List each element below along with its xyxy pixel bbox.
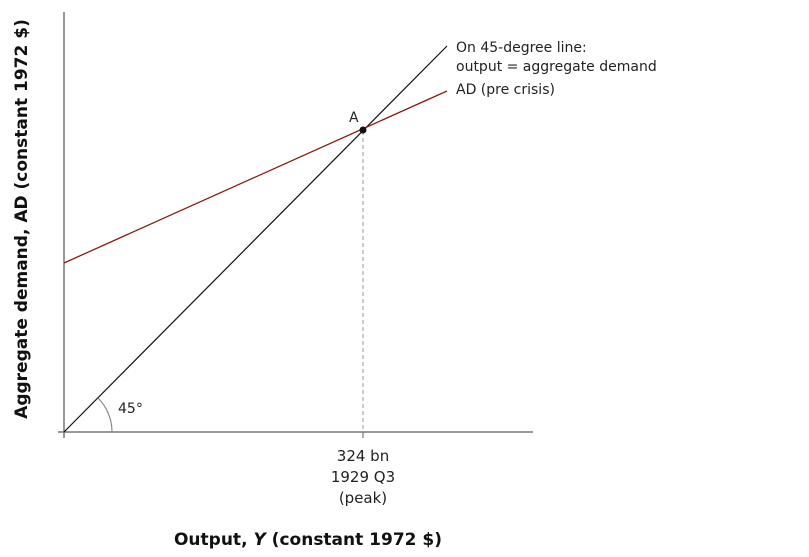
point-a-label: A — [349, 110, 359, 126]
y-axis-title: Aggregate demand, AD (constant 1972 $) — [12, 19, 32, 419]
ad-line — [63, 90, 448, 264]
angle-arc — [97, 397, 113, 433]
point-a-marker — [359, 126, 367, 134]
legend-ad: AD (pre crisis) — [456, 82, 555, 98]
tick-label-peak: (peak) — [339, 489, 387, 507]
45-degree-line — [63, 45, 448, 433]
legend-45-line2: output = aggregate demand — [456, 59, 657, 75]
angle-label: 45° — [118, 401, 143, 417]
tick-label-value: 324 bn — [337, 447, 389, 465]
tick-label-date: 1929 Q3 — [331, 468, 395, 486]
legend-45-line1: On 45-degree line: — [456, 40, 587, 56]
x-axis-title: Output, Y (constant 1972 $) — [174, 530, 442, 550]
